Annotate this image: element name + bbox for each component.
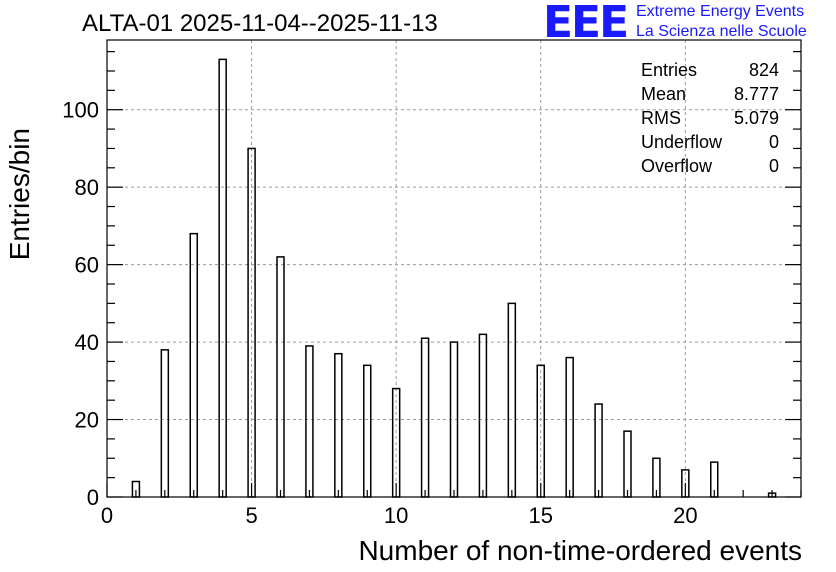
stats-row-rms: RMS 5.079 xyxy=(641,108,779,128)
logo-line-2: La Scienza nelle Scuole xyxy=(636,23,807,40)
histogram-bar xyxy=(218,58,227,498)
histogram-bar xyxy=(594,403,603,498)
x-tick-label: 5 xyxy=(245,503,257,528)
x-tick-label: 20 xyxy=(673,503,697,528)
histogram-bar xyxy=(478,333,488,498)
histogram-bar xyxy=(305,345,314,498)
stats-box: Entries 824 Mean 8.777 RMS 5.079 Underflow 0… xyxy=(641,58,779,178)
x-axis-label: Number of non-time-ordered events xyxy=(358,535,802,566)
stats-row-underflow: Underflow 0 xyxy=(641,132,779,152)
stats-row-overflow: Overflow 0 xyxy=(641,156,779,176)
x-tick-label: 15 xyxy=(529,503,553,528)
y-tick-label: 80 xyxy=(75,175,99,200)
histogram-bar xyxy=(507,302,517,498)
histogram-bar xyxy=(276,256,285,498)
axes xyxy=(106,39,802,498)
y-tick-label: 0 xyxy=(87,485,99,510)
histogram-bar xyxy=(334,352,343,498)
grid-lines xyxy=(107,40,801,497)
histogram-bar xyxy=(565,356,574,498)
y-axis-label: Entries/bin xyxy=(4,128,35,261)
eee-logo: EEE xyxy=(543,0,629,48)
histogram-bar xyxy=(160,349,170,498)
histogram-bar xyxy=(363,364,372,498)
tick-labels: 0 5 10 15 20 0 20 40 60 80 100 xyxy=(62,98,697,528)
histogram-bar xyxy=(420,337,430,498)
y-tick-label: 100 xyxy=(62,98,99,123)
logo-caption: Extreme Energy Events La Scienza nelle S… xyxy=(636,2,807,42)
x-tick-label: 0 xyxy=(101,503,113,528)
stats-row-mean: Mean 8.777 xyxy=(641,84,779,104)
y-tick-label: 20 xyxy=(75,408,99,433)
x-tick-label: 10 xyxy=(384,503,408,528)
y-tick-label: 60 xyxy=(75,253,99,278)
stats-row-entries: Entries 824 xyxy=(641,60,779,80)
histogram-bar xyxy=(623,430,632,498)
histogram-bar xyxy=(189,232,198,498)
chart-title: ALTA-01 2025-11-04--2025-11-13 xyxy=(82,10,438,37)
logo-line-1: Extreme Energy Events xyxy=(636,3,805,20)
y-tick-label: 40 xyxy=(75,330,99,355)
